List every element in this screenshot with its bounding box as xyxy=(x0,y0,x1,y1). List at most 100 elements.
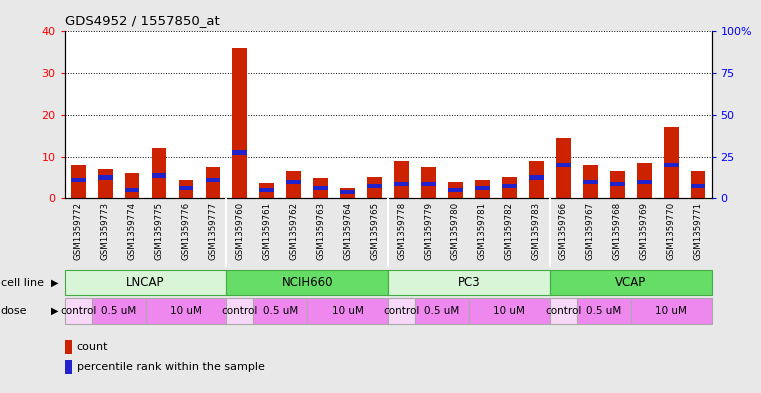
Bar xyxy=(415,298,469,324)
Bar xyxy=(227,270,388,296)
Text: GSM1359783: GSM1359783 xyxy=(532,202,541,260)
Text: GSM1359778: GSM1359778 xyxy=(397,202,406,260)
Text: control: control xyxy=(221,306,258,316)
Text: 10 uM: 10 uM xyxy=(493,306,525,316)
Bar xyxy=(556,138,571,198)
Text: control: control xyxy=(545,306,581,316)
Text: VCAP: VCAP xyxy=(615,276,646,289)
Bar xyxy=(368,184,382,188)
Text: 10 uM: 10 uM xyxy=(170,306,202,316)
Text: GDS4952 / 1557850_at: GDS4952 / 1557850_at xyxy=(65,15,219,28)
Bar xyxy=(388,298,415,324)
Bar xyxy=(340,190,355,194)
Text: GSM1359776: GSM1359776 xyxy=(181,202,190,260)
Bar xyxy=(577,298,631,324)
Text: GSM1359769: GSM1359769 xyxy=(640,202,648,260)
Text: GSM1359771: GSM1359771 xyxy=(693,202,702,260)
Text: 0.5 uM: 0.5 uM xyxy=(101,306,136,316)
Bar xyxy=(664,127,679,198)
Bar xyxy=(610,171,625,198)
Text: GSM1359768: GSM1359768 xyxy=(613,202,622,260)
Text: GSM1359766: GSM1359766 xyxy=(559,202,568,260)
Bar xyxy=(151,173,167,178)
Bar xyxy=(583,180,597,184)
Text: GSM1359774: GSM1359774 xyxy=(128,202,136,260)
Bar xyxy=(529,176,544,180)
Bar xyxy=(394,182,409,186)
Bar xyxy=(556,163,571,167)
Text: 0.5 uM: 0.5 uM xyxy=(425,306,460,316)
Bar xyxy=(253,298,307,324)
Text: count: count xyxy=(77,342,108,352)
Bar xyxy=(232,151,247,154)
Text: ▶: ▶ xyxy=(51,306,59,316)
Text: GSM1359765: GSM1359765 xyxy=(370,202,379,260)
Bar xyxy=(205,178,221,182)
Bar xyxy=(71,165,85,198)
Bar xyxy=(475,186,490,190)
Bar xyxy=(637,180,651,184)
Text: 10 uM: 10 uM xyxy=(332,306,364,316)
Bar xyxy=(448,188,463,192)
Bar xyxy=(151,148,167,198)
Text: percentile rank within the sample: percentile rank within the sample xyxy=(77,362,265,372)
Text: ▶: ▶ xyxy=(51,277,59,288)
Bar xyxy=(286,180,301,184)
Bar xyxy=(529,161,544,198)
Bar xyxy=(71,178,85,182)
Bar xyxy=(664,163,679,167)
Bar xyxy=(260,183,274,198)
Text: LNCAP: LNCAP xyxy=(126,276,165,289)
Text: control: control xyxy=(60,306,97,316)
Bar xyxy=(65,340,72,354)
Text: control: control xyxy=(384,306,420,316)
Text: GSM1359775: GSM1359775 xyxy=(154,202,164,260)
Bar xyxy=(145,298,227,324)
Text: 0.5 uM: 0.5 uM xyxy=(586,306,621,316)
Bar xyxy=(65,298,91,324)
Bar xyxy=(65,270,227,296)
Text: 10 uM: 10 uM xyxy=(655,306,687,316)
Bar xyxy=(469,298,550,324)
Bar xyxy=(448,182,463,198)
Bar xyxy=(550,270,712,296)
Bar xyxy=(502,177,517,198)
Text: GSM1359773: GSM1359773 xyxy=(100,202,110,260)
Bar xyxy=(125,188,139,192)
Bar xyxy=(502,184,517,188)
Bar xyxy=(314,186,328,190)
Bar xyxy=(97,176,113,180)
Bar xyxy=(475,180,490,198)
Text: GSM1359770: GSM1359770 xyxy=(667,202,676,260)
Bar xyxy=(610,182,625,186)
Bar xyxy=(91,298,145,324)
Bar xyxy=(205,167,221,198)
Bar xyxy=(691,171,705,198)
Bar xyxy=(394,161,409,198)
Bar xyxy=(421,182,436,186)
Text: GSM1359764: GSM1359764 xyxy=(343,202,352,260)
Bar xyxy=(179,186,193,190)
Text: GSM1359763: GSM1359763 xyxy=(317,202,325,260)
Bar xyxy=(631,298,712,324)
Text: GSM1359781: GSM1359781 xyxy=(478,202,487,260)
Text: GSM1359772: GSM1359772 xyxy=(74,202,83,260)
Bar xyxy=(421,167,436,198)
Bar xyxy=(368,177,382,198)
Bar xyxy=(232,48,247,198)
Text: GSM1359777: GSM1359777 xyxy=(209,202,218,260)
Text: GSM1359782: GSM1359782 xyxy=(505,202,514,260)
Bar xyxy=(388,270,550,296)
Text: PC3: PC3 xyxy=(457,276,480,289)
Text: GSM1359761: GSM1359761 xyxy=(263,202,272,260)
Bar xyxy=(286,171,301,198)
Bar xyxy=(97,169,113,198)
Bar xyxy=(260,188,274,192)
Bar xyxy=(691,184,705,188)
Bar xyxy=(583,165,597,198)
Bar xyxy=(314,178,328,198)
Bar xyxy=(340,188,355,198)
Bar xyxy=(550,298,577,324)
Bar xyxy=(65,360,72,374)
Text: GSM1359780: GSM1359780 xyxy=(451,202,460,260)
